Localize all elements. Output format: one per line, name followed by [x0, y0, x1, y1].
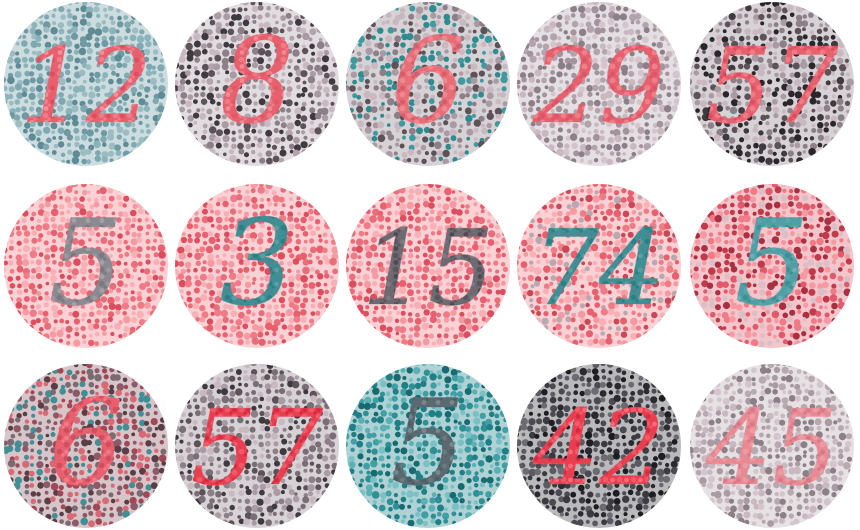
plate-number: 57 — [191, 387, 324, 509]
ishihara-plate: 12 — [4, 2, 168, 166]
plate-dots — [517, 184, 680, 348]
ishihara-plate: 5 — [4, 184, 168, 348]
plate-number: 6 — [390, 12, 465, 150]
ishihara-plate: 45 — [690, 364, 854, 528]
plate-number: 45 — [705, 387, 838, 509]
plate-number: 74 — [533, 207, 665, 329]
ishihara-plate: 42 — [517, 364, 681, 528]
plate-number: 12 — [20, 25, 152, 147]
plate-number: 8 — [219, 12, 294, 150]
ishihara-plate: 3 — [175, 184, 339, 348]
plate-dots — [4, 2, 167, 165]
plate-number: 57 — [706, 25, 839, 147]
plate-number: 5 — [390, 374, 465, 512]
ishihara-plate: 29 — [517, 2, 681, 166]
plate-number: 6 — [48, 374, 123, 512]
plate-dots — [690, 2, 854, 165]
ishihara-plate: 5 — [690, 184, 854, 348]
ishihara-plate: 57 — [175, 364, 339, 528]
plate-number: 29 — [532, 25, 665, 147]
plate-dots — [175, 364, 338, 527]
plate-number: 3 — [219, 194, 294, 332]
plate-number: 5 — [48, 194, 123, 332]
ishihara-plate: 5 — [346, 364, 510, 528]
plate-number: 42 — [532, 387, 665, 509]
plate-dots — [517, 2, 681, 166]
ishihara-plate: 74 — [517, 184, 681, 348]
plate-number: 15 — [362, 207, 494, 329]
plate-dots — [690, 364, 853, 527]
ishihara-plate: 6 — [346, 2, 510, 166]
plate-number: 5 — [734, 194, 809, 332]
ishihara-plate: 15 — [346, 184, 510, 348]
plate-dots — [4, 364, 167, 528]
plate-dots — [346, 184, 509, 347]
ishihara-plate: 57 — [690, 2, 854, 166]
ishihara-plate: 8 — [175, 2, 339, 166]
ishihara-plate: 6 — [4, 364, 168, 528]
